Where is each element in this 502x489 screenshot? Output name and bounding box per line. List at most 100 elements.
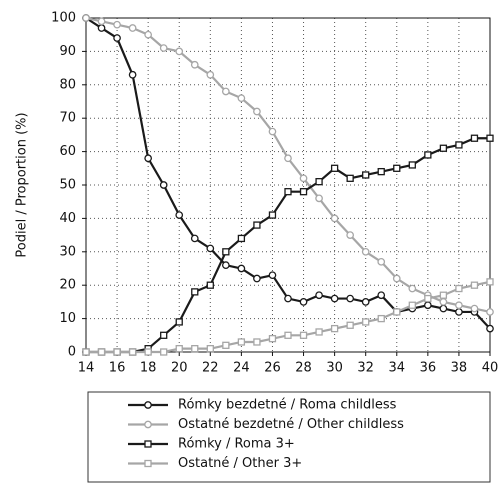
point (423, 301, 432, 310)
y-tick-label: 60 (59, 144, 76, 159)
point (455, 141, 463, 149)
point (439, 144, 448, 152)
legend-box (87, 391, 491, 483)
x-tick-label: 20 (171, 361, 188, 376)
point (486, 134, 494, 142)
point (82, 348, 90, 356)
point (206, 281, 214, 289)
point (191, 288, 199, 296)
point (253, 338, 261, 346)
y-tick-label: 30 (59, 244, 76, 259)
y-tick-label: 10 (59, 311, 76, 326)
point (330, 214, 339, 223)
x-tick-label: 38 (451, 361, 468, 376)
x-tick-label: 16 (109, 361, 126, 376)
point (206, 244, 215, 253)
point (190, 60, 199, 69)
x-tick-label: 14 (78, 361, 95, 376)
plot-frame (85, 17, 491, 353)
point (221, 87, 230, 96)
legend-label: Rómky / Roma 3+ (178, 437, 295, 452)
point (97, 17, 106, 26)
point (408, 161, 416, 169)
point (408, 301, 416, 309)
y-tick-label: 20 (59, 278, 76, 293)
point (315, 178, 323, 186)
point (470, 134, 479, 142)
point (361, 298, 370, 306)
point (144, 30, 153, 39)
point (315, 194, 323, 203)
point (113, 348, 121, 356)
point (299, 174, 308, 183)
point (362, 318, 370, 326)
x-tick-label: 36 (420, 361, 437, 376)
point (160, 331, 168, 339)
series-line (85, 16, 491, 313)
point (253, 107, 261, 116)
point (175, 345, 183, 353)
x-tick-label: 30 (326, 361, 343, 376)
point (144, 154, 153, 163)
point (222, 341, 230, 349)
point (175, 211, 184, 219)
point (439, 304, 448, 313)
legend-marker (144, 440, 152, 448)
y-tick-label: 90 (59, 44, 76, 59)
y-tick-label: 0 (68, 345, 76, 360)
point (268, 271, 277, 280)
point (206, 345, 214, 353)
x-tick-label: 24 (233, 361, 250, 376)
point (113, 34, 121, 42)
legend-marker (144, 459, 152, 468)
point (346, 174, 354, 182)
point (392, 274, 401, 283)
y-axis-label: Podiel / Proportion (%) (15, 112, 30, 257)
point (221, 261, 230, 270)
legend-marker (144, 420, 152, 429)
point (455, 284, 463, 293)
point (237, 234, 246, 243)
point (253, 274, 261, 283)
point (330, 164, 339, 172)
point (424, 151, 432, 159)
x-tick-label: 28 (295, 361, 312, 376)
point (237, 264, 246, 273)
point (299, 331, 308, 339)
y-tick-label: 40 (59, 211, 76, 226)
legend-label: Rómky bezdetné / Roma childless (178, 398, 397, 413)
point (470, 304, 479, 313)
x-tick-label: 22 (202, 361, 219, 376)
point (346, 231, 355, 239)
point (346, 321, 354, 329)
point (470, 281, 479, 289)
point (299, 298, 308, 306)
point (393, 308, 401, 316)
y-tick-label: 80 (59, 77, 76, 92)
point (206, 70, 215, 79)
point (377, 291, 386, 300)
x-tick-label: 34 (388, 361, 405, 376)
point (128, 70, 137, 79)
point (439, 291, 448, 299)
x-tick-label: 40 (482, 361, 499, 376)
point (486, 278, 494, 286)
point (159, 44, 168, 52)
point (299, 188, 308, 196)
y-tick-label: 70 (59, 111, 76, 126)
point (486, 324, 494, 333)
point (486, 308, 494, 316)
point (361, 247, 370, 256)
point (284, 294, 292, 303)
point (315, 291, 323, 300)
point (362, 171, 370, 179)
y-tick-label: 50 (59, 178, 76, 193)
point (455, 308, 463, 316)
point (237, 338, 246, 346)
point (424, 294, 432, 303)
point (97, 24, 106, 32)
point (253, 221, 261, 229)
x-tick-label: 18 (140, 361, 157, 376)
legend-label: Ostatné bezdetné / Other childless (178, 417, 404, 432)
